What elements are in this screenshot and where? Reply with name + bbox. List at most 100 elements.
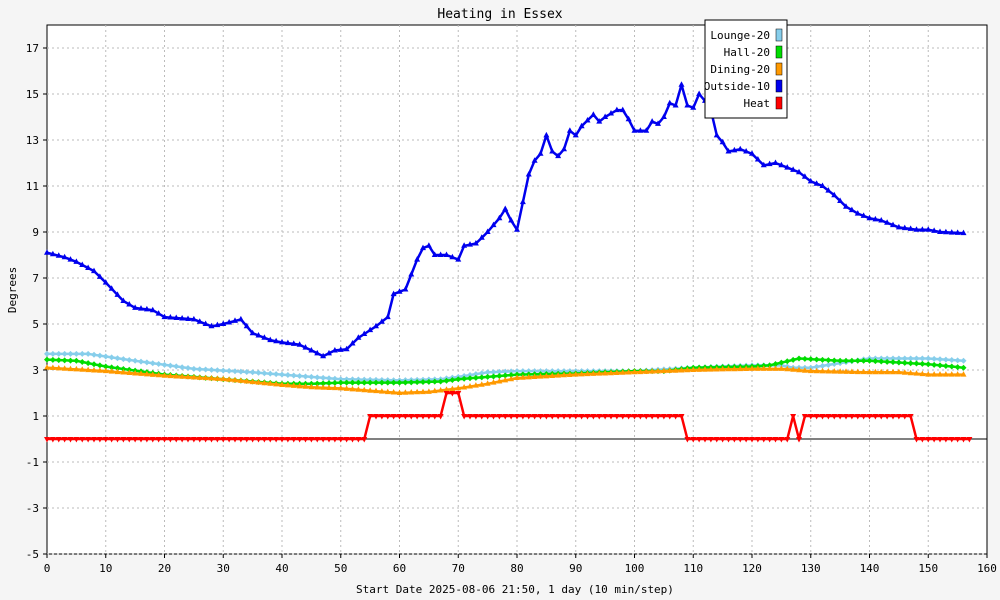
data-point	[79, 358, 86, 365]
data-point	[790, 166, 797, 172]
data-point	[531, 368, 538, 375]
data-point	[243, 437, 250, 443]
data-point	[672, 367, 679, 373]
data-point	[872, 414, 879, 420]
data-point	[660, 113, 667, 119]
data-point	[913, 226, 920, 232]
data-point	[378, 379, 385, 386]
data-point	[202, 374, 209, 381]
data-point	[384, 313, 391, 320]
data-point	[942, 362, 949, 369]
data-point	[108, 285, 115, 291]
data-point	[684, 102, 691, 108]
x-tick-label: 140	[860, 562, 880, 575]
data-point	[208, 322, 215, 329]
data-point	[331, 346, 338, 353]
data-point	[143, 359, 150, 366]
data-point	[901, 355, 908, 362]
data-point	[555, 372, 562, 378]
data-point	[67, 365, 74, 372]
data-point	[349, 379, 356, 386]
data-point	[91, 267, 97, 274]
data-point	[613, 369, 620, 375]
data-point	[702, 437, 708, 443]
data-point	[355, 437, 362, 443]
data-point	[255, 369, 262, 376]
data-point	[443, 377, 450, 384]
data-point	[255, 379, 262, 385]
x-tick-label: 10	[99, 562, 112, 575]
data-point	[660, 414, 667, 420]
data-point	[149, 437, 156, 443]
data-point	[496, 414, 503, 420]
data-point	[343, 376, 350, 383]
data-point	[872, 368, 879, 375]
data-point	[143, 305, 150, 312]
data-point	[807, 367, 814, 374]
data-point	[490, 414, 497, 420]
data-point	[684, 366, 691, 373]
data-point	[44, 356, 50, 363]
data-point	[185, 437, 191, 443]
data-point	[85, 360, 92, 367]
data-point	[637, 127, 644, 133]
data-point	[355, 376, 362, 383]
data-point	[443, 251, 450, 257]
series-dining-20	[44, 364, 967, 395]
data-point	[472, 414, 479, 420]
data-point	[73, 365, 80, 372]
data-point	[91, 437, 97, 443]
data-point	[525, 414, 532, 420]
data-point	[831, 191, 838, 198]
data-point	[514, 374, 520, 381]
data-point	[525, 171, 532, 177]
data-point	[608, 369, 614, 376]
data-point	[408, 389, 415, 395]
data-point	[314, 374, 321, 381]
x-tick-label: 110	[683, 562, 703, 575]
x-tick-label: 120	[742, 562, 762, 575]
data-point	[625, 115, 632, 122]
data-point	[825, 187, 832, 193]
data-point	[672, 102, 679, 108]
data-point	[778, 365, 785, 371]
data-point	[414, 379, 421, 386]
legend-label: Dining-20	[710, 63, 770, 76]
data-point	[890, 355, 896, 362]
data-point	[843, 368, 849, 374]
data-point	[143, 437, 150, 443]
data-point	[138, 370, 144, 376]
data-point	[320, 374, 327, 381]
data-point	[390, 389, 397, 395]
data-point	[484, 380, 491, 386]
data-point	[355, 386, 362, 392]
data-point	[843, 414, 849, 420]
data-point	[578, 370, 585, 377]
data-point	[149, 371, 156, 377]
data-point	[402, 379, 409, 386]
data-point	[519, 198, 526, 205]
data-point	[596, 414, 603, 420]
data-point	[508, 368, 515, 375]
data-point	[267, 437, 274, 443]
data-point	[496, 378, 503, 384]
data-point	[179, 437, 186, 443]
data-point	[478, 234, 485, 240]
data-point	[843, 203, 849, 209]
data-point	[396, 379, 403, 386]
data-point	[608, 110, 614, 116]
data-point	[96, 362, 103, 369]
data-point	[813, 367, 820, 374]
x-tick-label: 30	[217, 562, 230, 575]
data-point	[414, 256, 421, 262]
data-point	[631, 414, 638, 420]
data-point	[208, 375, 215, 381]
data-point	[326, 349, 332, 356]
data-point	[713, 437, 720, 443]
data-point	[478, 381, 485, 387]
data-point	[895, 223, 902, 230]
data-point	[378, 318, 385, 324]
data-point	[696, 437, 703, 443]
data-point	[461, 383, 468, 390]
data-point	[660, 367, 667, 374]
